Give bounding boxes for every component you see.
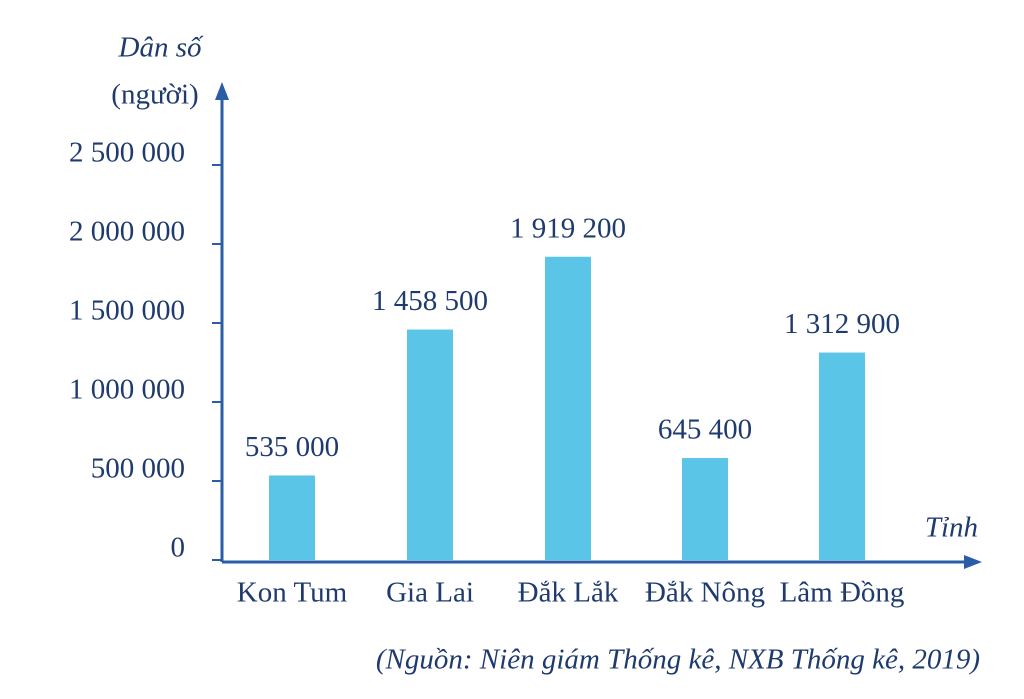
bar — [407, 329, 453, 560]
y-tick-label: 0 — [171, 532, 186, 564]
value-label: 1 919 200 — [510, 212, 626, 244]
value-label: 535 000 — [245, 431, 339, 463]
bar — [269, 475, 315, 560]
value-label: 1 312 900 — [784, 308, 900, 340]
y-axis-arrow — [215, 82, 229, 100]
y-axis-title: Dân số — [118, 32, 204, 64]
x-tick-label: Lâm Đồng — [780, 577, 905, 609]
source-note: (Nguồn: Niên giám Thống kê, NXB Thống kê… — [376, 644, 980, 676]
value-label: 1 458 500 — [372, 285, 488, 317]
y-tick-label: 1 000 000 — [69, 374, 185, 406]
x-axis-title: Tỉnh — [925, 512, 978, 544]
y-tick-label: 2 500 000 — [69, 137, 185, 169]
value-label: 645 400 — [658, 414, 752, 446]
y-tick-label: 500 000 — [91, 453, 185, 485]
x-tick-label: Đắk Nông — [645, 577, 765, 609]
x-tick-label: Đắk Lắk — [518, 577, 619, 609]
bar — [819, 352, 865, 560]
y-tick-label: 1 500 000 — [69, 295, 185, 327]
y-tick-label: 2 000 000 — [69, 216, 185, 248]
x-axis-arrow — [964, 555, 982, 569]
x-tick-label: Kon Tum — [237, 577, 348, 609]
bar — [545, 256, 591, 560]
y-axis-unit: (người) — [111, 79, 198, 111]
x-tick-label: Gia Lai — [386, 577, 474, 609]
bar — [682, 458, 728, 560]
